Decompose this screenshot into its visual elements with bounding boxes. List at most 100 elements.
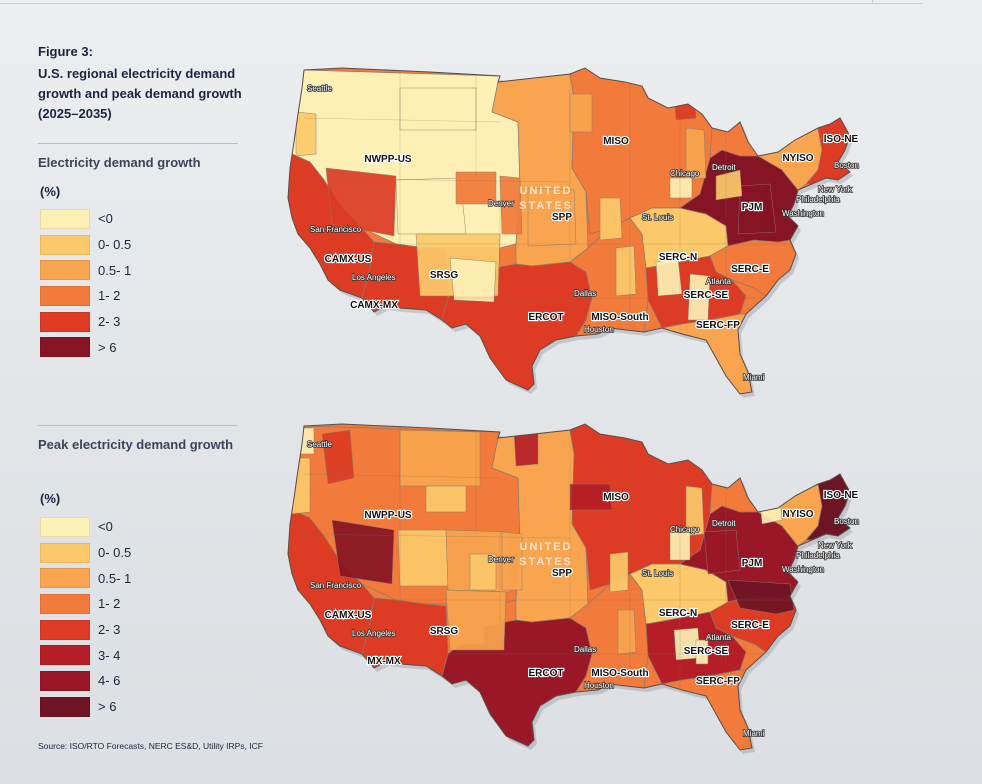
region-label: NYISO — [782, 153, 813, 164]
sub-region — [695, 639, 709, 665]
legend-label: <0 — [98, 211, 113, 227]
legend-swatch — [40, 696, 90, 717]
city-label: Washington — [782, 565, 824, 574]
sub-region — [445, 589, 507, 651]
sub-region — [395, 177, 467, 235]
sub-region — [737, 183, 777, 235]
region-label: SERC-N — [659, 608, 697, 619]
sub-region — [599, 197, 623, 241]
region-label: PJM — [742, 558, 763, 569]
legend-item: 0- 0.5 — [40, 232, 131, 258]
sub-region — [569, 93, 593, 133]
sub-region — [703, 529, 741, 575]
region-label: ISO-NE — [824, 134, 859, 145]
legend-item: 1- 2 — [40, 591, 131, 617]
legend-item: 0.5- 1 — [40, 565, 131, 591]
city-label: Philadelphia — [796, 551, 840, 560]
legend-label: 3- 4 — [98, 647, 121, 663]
figure-label: Figure 3: — [38, 44, 93, 59]
region-label: MISO-South — [591, 668, 648, 679]
sub-region — [291, 457, 311, 515]
sub-region — [321, 429, 355, 485]
legend-item: <0 — [40, 206, 131, 232]
legend-item: <0 — [40, 514, 131, 540]
legend-demand-title: Electricity demand growth — [38, 155, 201, 170]
sub-region — [669, 177, 693, 199]
sub-region — [685, 127, 707, 181]
watermark-text: UNITED — [520, 185, 573, 197]
city-label: Chicago — [670, 169, 700, 178]
region-label: ERCOT — [529, 312, 564, 323]
figure-title: U.S. regional electricity demand growth … — [38, 66, 242, 121]
region-label: SPP — [552, 568, 572, 579]
legend-label: > 6 — [98, 339, 117, 355]
city-label: St. Louis — [642, 569, 673, 578]
legend-item: 0- 0.5 — [40, 540, 131, 566]
city-label: New York — [818, 541, 853, 550]
legend-swatch — [40, 516, 90, 537]
legend-swatch — [40, 234, 90, 255]
region-label: SRSG — [430, 626, 459, 637]
sub-region — [501, 531, 523, 591]
peak-demand-growth-map: UNITED STATES Seattle San Francisco Los Ange… — [287, 423, 860, 754]
sub-region — [655, 257, 683, 297]
legend-label: 2- 3 — [98, 314, 121, 330]
city-label: Boston — [834, 517, 859, 526]
region-label: SPP — [552, 212, 572, 223]
region-label: NWPP-US — [364, 510, 412, 521]
sub-region — [399, 429, 481, 487]
legend-item: 2- 3 — [40, 309, 131, 335]
region-label: PJM — [742, 202, 763, 213]
city-label: Los Angeles — [352, 273, 396, 282]
city-label: Dallas — [574, 289, 596, 298]
region-label: CAMX-US — [325, 610, 372, 621]
sub-region — [617, 609, 637, 655]
legend-swatch — [40, 645, 90, 666]
region-label: ERCOT — [529, 668, 564, 679]
legend-swatch — [40, 670, 90, 691]
sub-region — [455, 171, 497, 205]
legend-swatch — [40, 593, 90, 614]
legend-swatch — [40, 208, 90, 229]
source-note: Source: ISO/RTO Forecasts, NERC ES&D, Ut… — [38, 741, 263, 751]
city-label: Detroit — [712, 163, 736, 172]
legend-label: <0 — [98, 519, 113, 535]
sub-region — [673, 87, 697, 121]
sub-region — [727, 579, 795, 615]
watermark-text: STATES — [519, 556, 573, 568]
legend-swatch — [40, 337, 90, 358]
top-rule — [0, 3, 922, 4]
sub-region — [331, 519, 395, 585]
region-label: SERC-N — [659, 252, 697, 263]
sub-region — [325, 167, 397, 237]
region-label: SERC-SE — [684, 290, 729, 301]
legend-swatch — [40, 260, 90, 281]
region-label: ISO-NE — [824, 490, 859, 501]
legend-label: 2- 3 — [98, 622, 121, 638]
divider-top — [38, 143, 238, 144]
region-label: NYISO — [782, 509, 813, 520]
sub-region — [687, 273, 711, 321]
legend-item: 4- 6 — [40, 668, 131, 694]
city-label: San Francisco — [310, 581, 362, 590]
legend-item: > 6 — [40, 334, 131, 360]
region-label: SERC-SE — [684, 646, 729, 657]
city-label: Detroit — [712, 519, 736, 528]
legend-swatch — [40, 619, 90, 640]
legend-label: 1- 2 — [98, 288, 121, 304]
region-label: SERC-FP — [696, 320, 740, 331]
legend-item: 0.5- 1 — [40, 257, 131, 283]
city-label: Denver — [488, 555, 514, 564]
legend-label: 1- 2 — [98, 596, 121, 612]
legend-demand-unit: (%) — [40, 184, 61, 199]
legend-demand: <0 0- 0.5 0.5- 1 1- 2 2- 3 > 6 — [40, 206, 131, 360]
city-label: Dallas — [574, 645, 596, 654]
sub-region — [295, 111, 317, 157]
region-label: MISO — [603, 492, 629, 503]
sub-region — [399, 87, 477, 131]
legend-swatch — [40, 542, 90, 563]
region-label: NWPP-US — [364, 154, 412, 165]
legend-label: 0.5- 1 — [98, 570, 132, 586]
region-label: CAMX-MX — [350, 300, 398, 311]
sub-region — [425, 485, 467, 513]
